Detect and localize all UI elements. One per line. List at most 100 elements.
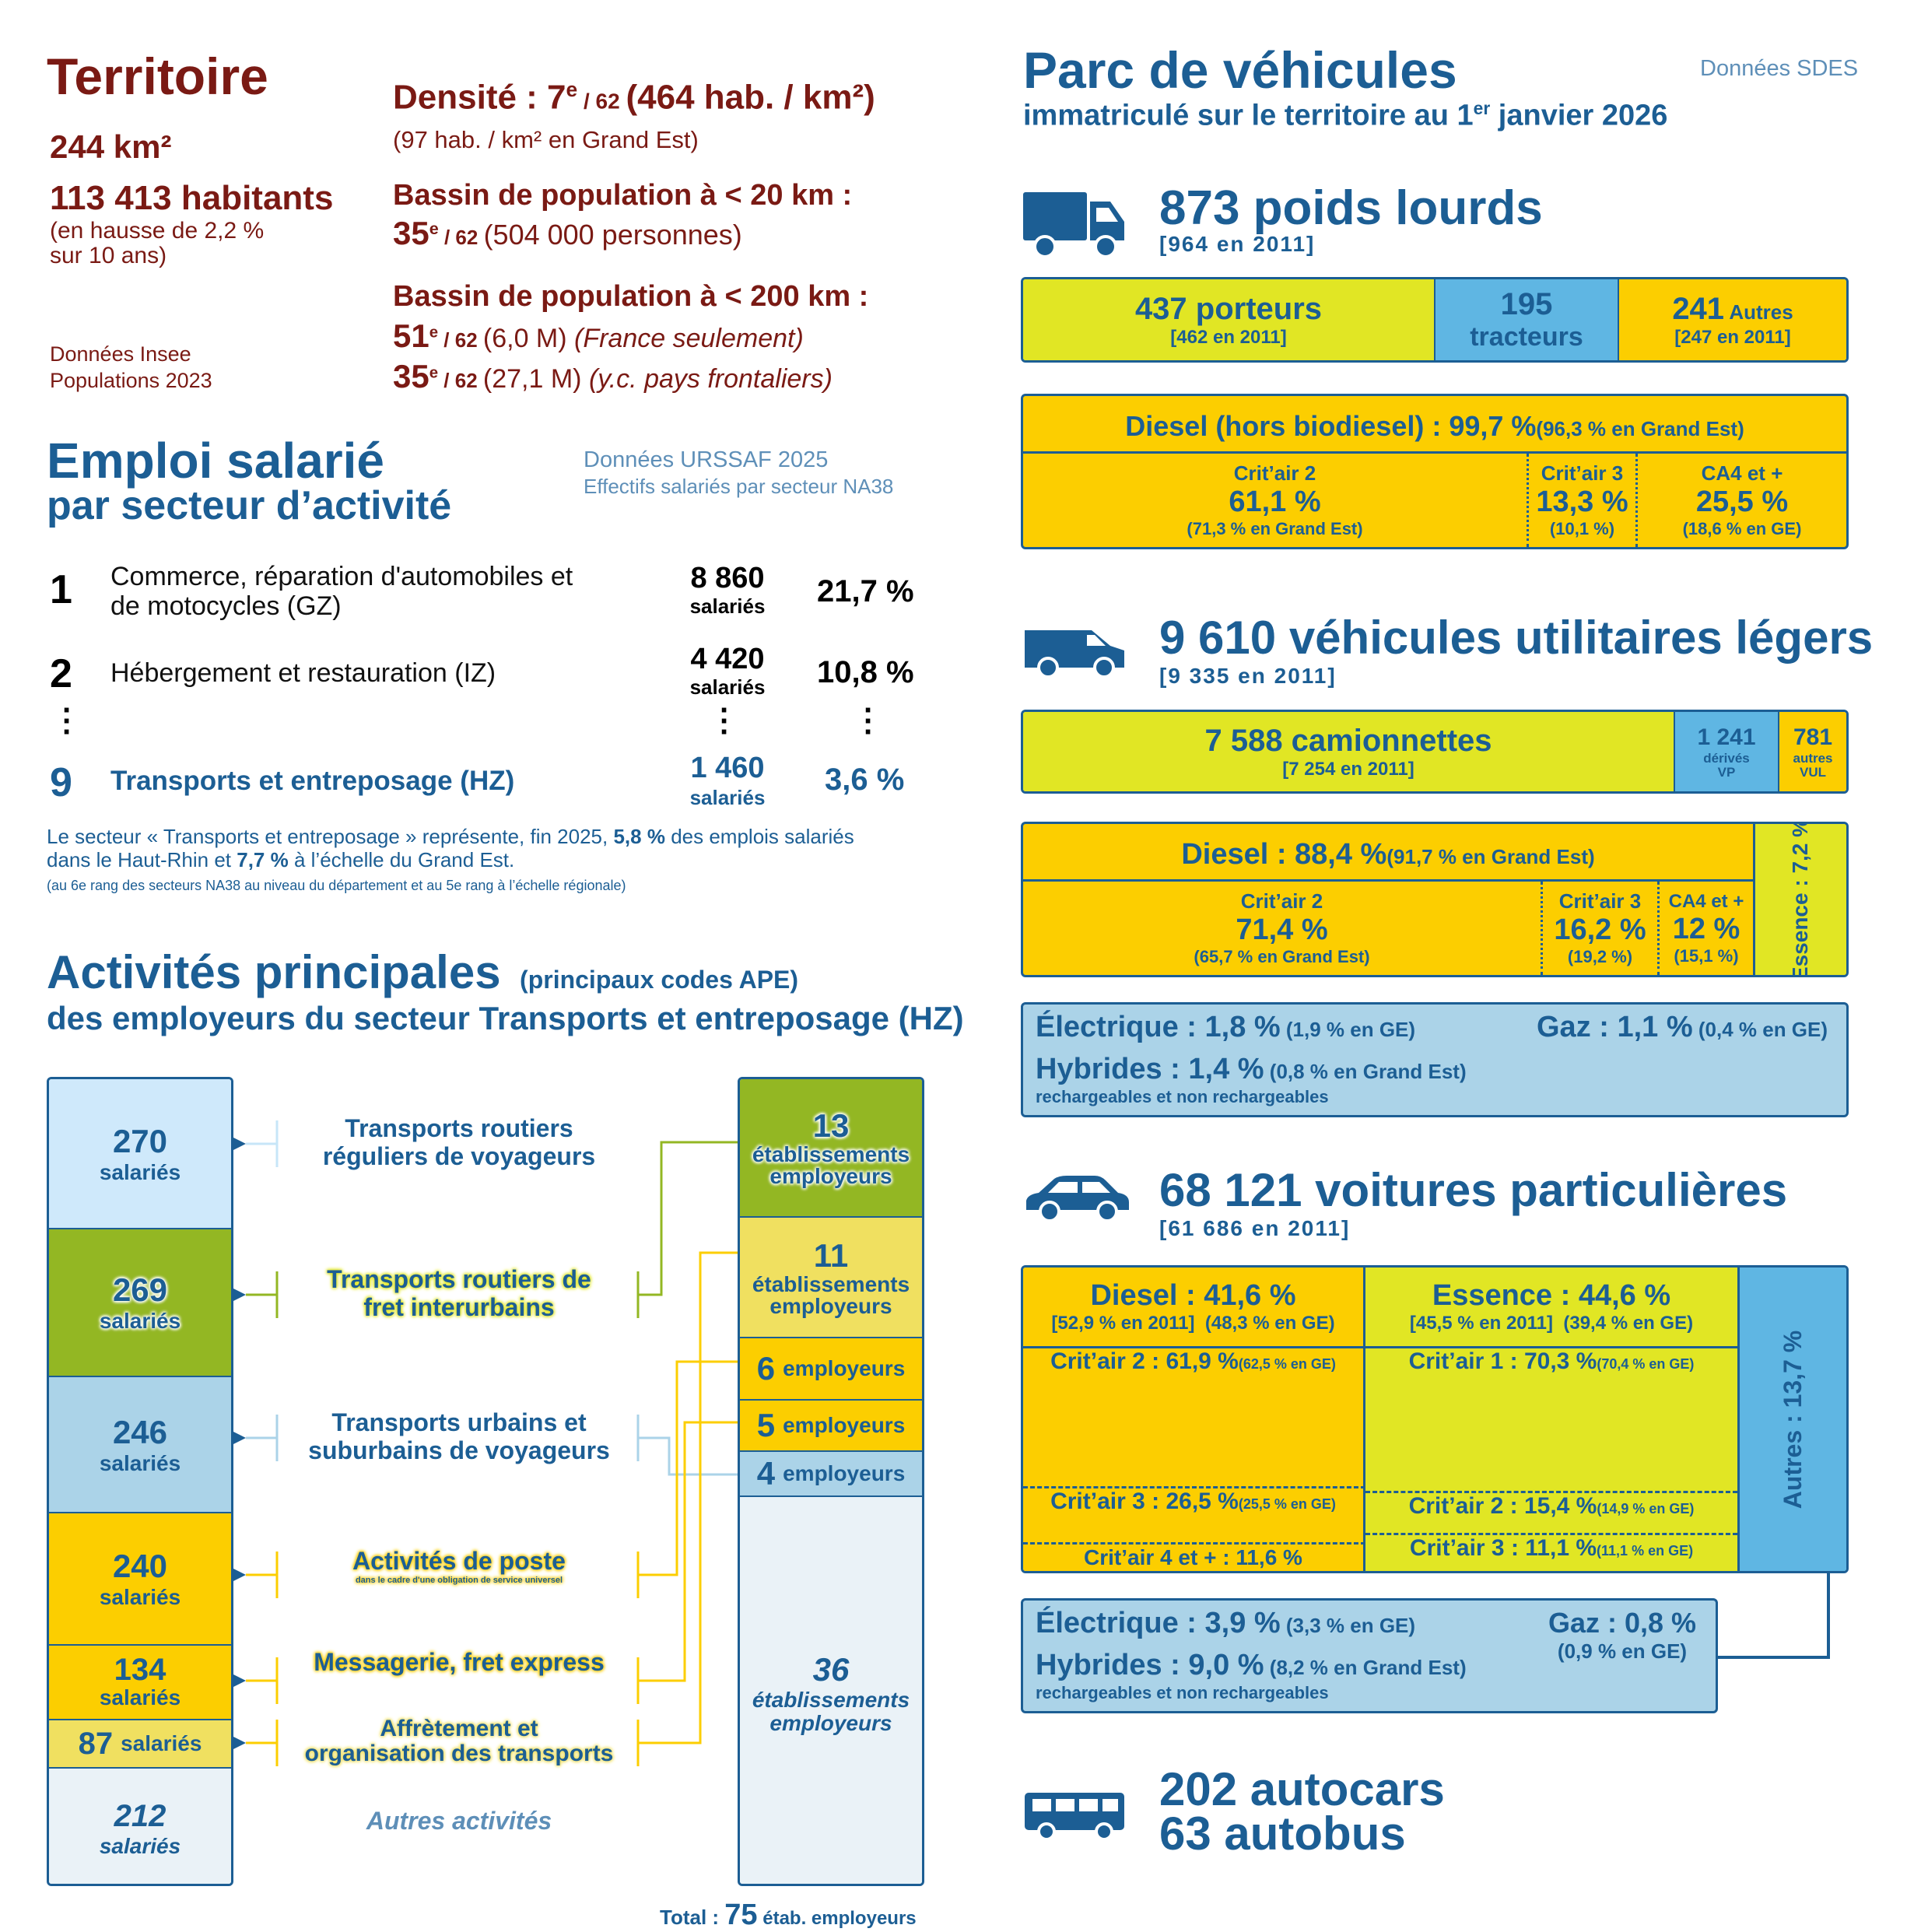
vul-elec-label: Électrique : 1,8 %: [1036, 1011, 1281, 1043]
vul-ref: [9 335 en 2011]: [1159, 664, 1337, 688]
vul-alt-box: Électrique : 1,8 % (1,9 % en GE) Gaz : 1…: [1021, 1002, 1849, 1117]
vul-c4-value: 12 %: [1672, 912, 1740, 945]
act-label-1-l1: Transports routiers: [345, 1114, 573, 1142]
vp-hyb-label: Hybrides : 9,0 %: [1036, 1649, 1264, 1681]
vul-c3-ge: (19,2 %): [1567, 947, 1633, 966]
source-insee-1: Données Insee: [50, 342, 191, 366]
sal-count-5: 134: [114, 1653, 167, 1687]
pl-title: 873 poids lourds: [1159, 181, 1543, 235]
act-label-6-l1: Affrètement et: [380, 1716, 538, 1741]
act-label-7: Autres activités: [366, 1807, 552, 1835]
vul-elec-ge: (1,9 % en GE): [1280, 1018, 1416, 1041]
rank-9: 9: [50, 760, 72, 805]
parc-subtitle: immatriculé sur le territoire au 1er jan…: [1023, 98, 1667, 133]
pl-c4-label: CA4 et +: [1701, 461, 1783, 485]
sal-cell-6: 87 salariés: [49, 1720, 231, 1769]
total-value: 75: [724, 1899, 758, 1931]
pl-c3-ge: (10,1 %): [1549, 519, 1615, 538]
etab-l1-1: établissements: [752, 1142, 910, 1166]
row2-unit: salariés: [689, 675, 766, 699]
vul-gaz: Gaz : 1,1 % (0,4 % en GE): [1537, 1011, 1828, 1044]
vp-essence: Essence : 44,6 % [45,5 % en 2011] (39,4 …: [1365, 1268, 1737, 1348]
densite-sup: e: [566, 78, 578, 101]
vp-d-c4: Crit’air 4 et + : 11,6 %: [1023, 1545, 1365, 1571]
act-label-6-l2: organisation des transports: [304, 1741, 614, 1766]
vul-energie-box: Diesel : 88,4 % (91,7 % en Grand Est) Cr…: [1021, 822, 1849, 977]
pl-c4-ge: (18,6 % en GE): [1682, 519, 1802, 538]
van-icon: [1025, 630, 1124, 678]
activites-title-1b: (principaux codes APE): [520, 966, 799, 994]
act-label-5: Messagerie, fret express: [280, 1648, 638, 1677]
vul-derives: 1 241 dérivés VP: [1675, 712, 1779, 791]
population: 113 413 habitants: [50, 179, 334, 217]
vul-autres: 781 autres VUL: [1779, 712, 1846, 791]
vul-c4-label: CA4 et +: [1668, 890, 1744, 912]
bassin20-label: Bassin de population à < 20 km :: [393, 179, 853, 212]
area: 244 km²: [50, 128, 172, 165]
bassin200-sup2: e: [429, 364, 439, 382]
vul-c2-label: Crit’air 2: [1240, 889, 1323, 913]
vp-d-c3-label: Crit’air 3 : 26,5 %: [1050, 1488, 1239, 1514]
row9-pct: 3,6 %: [825, 763, 905, 797]
vul-cam-ref: [7 254 en 2011]: [1282, 758, 1414, 780]
vp-e-c3-ge: (11,1 % en GE): [1597, 1543, 1694, 1559]
pl-autres-n: 241: [1672, 291, 1725, 326]
pl-c4-value: 25,5 %: [1695, 486, 1789, 518]
act-label-4-l1: Activités de poste: [352, 1547, 566, 1575]
etab-count-3: 6: [756, 1350, 776, 1387]
territoire-title: Territoire: [47, 47, 268, 105]
total-unit: étab. employeurs: [757, 1908, 917, 1929]
connector-lines: [233, 1120, 738, 1766]
parc-subtitle-a: immatriculé sur le territoire au 1: [1023, 99, 1474, 132]
parc-subtitle-sup: er: [1473, 98, 1491, 118]
sal-unit-7: salariés: [99, 1833, 181, 1858]
sal-unit-1: salariés: [99, 1159, 181, 1184]
sal-count-6: 87: [78, 1726, 114, 1761]
vul-hyb-ge: (0,8 % en Grand Est): [1264, 1060, 1467, 1083]
pl-c2-label: Crit’air 2: [1233, 461, 1316, 485]
vul-der-1: dérivés: [1703, 751, 1750, 766]
note-1c: des emplois salariés: [664, 825, 854, 848]
etab-count-4: 5: [756, 1407, 776, 1443]
ellipsis-count: · · ·: [720, 693, 731, 749]
parc-title: Parc de véhicules: [1023, 41, 1457, 99]
bassin200-of1: / 62: [438, 328, 483, 352]
vul-hyb: Hybrides : 1,4 % (0,8 % en Grand Est): [1036, 1053, 1467, 1086]
sal-cell-3: 246 salariés: [49, 1377, 231, 1513]
pl-porteurs-label: 437 porteurs: [1134, 291, 1323, 326]
vul-types-bar: 7 588 camionnettes [7 254 en 2011] 1 241…: [1021, 710, 1849, 794]
bassin200-note2: (y.c. pays frontaliers): [588, 364, 833, 394]
pl-ref: [964 en 2011]: [1159, 232, 1316, 256]
vp-gaz-label: Gaz : 0,8 %: [1548, 1607, 1697, 1639]
vp-autres: Autres : 13,7 %: [1737, 1268, 1846, 1571]
vp-e-c2-ge: (14,9 % en GE): [1597, 1501, 1695, 1516]
ellipsis-pct: · · ·: [864, 693, 875, 749]
bassin200-a: 51e / 62 (6,0 M) (France seulement): [393, 317, 804, 355]
activites-title-1: Activités principales: [47, 946, 501, 998]
vul-essence-label: Essence : 7,2 %: [1788, 822, 1813, 977]
vp-d-c3-ge: (25,5 % en GE): [1238, 1496, 1336, 1512]
emploi-note-2: dans le Haut-Rhin et 7,7 % à l’échelle d…: [47, 848, 514, 872]
population-note-1: (en hausse de 2,2 %: [50, 218, 265, 244]
bassin200-value1: (6,0 M): [482, 324, 575, 353]
note-2c: à l’échelle du Grand Est.: [288, 848, 515, 871]
rank-2: 2: [50, 651, 72, 696]
pl-tracteurs-n: 195: [1500, 287, 1553, 321]
population-note-2: sur 10 ans): [50, 243, 167, 268]
etab-l1-2: établissements: [752, 1271, 910, 1296]
vp-gaz: Gaz : 0,8 % (0,9 % en GE): [1537, 1607, 1708, 1664]
vul-gaz-label: Gaz : 1,1 %: [1537, 1011, 1693, 1043]
vp-hyb-note: rechargeables et non rechargeables: [1036, 1683, 1329, 1702]
etab-l1-6: établissements: [752, 1687, 910, 1712]
row2-label: Hébergement et restauration (IZ): [110, 658, 496, 688]
sal-unit-2: salariés: [99, 1309, 181, 1333]
pl-autres-text: Autres: [1724, 300, 1793, 324]
vul-diesel-ge: (91,7 % en Grand Est): [1386, 845, 1595, 868]
vul-critair3: Crit’air 3 16,2 % (19,2 %): [1543, 882, 1660, 975]
bassin20-rank: 35: [393, 215, 429, 251]
act-label-1: Transports routiers réguliers de voyageu…: [280, 1114, 638, 1170]
note-2b: 7,7 %: [237, 848, 289, 871]
total-label: Total :: [660, 1906, 725, 1929]
vul-c2-ge: (65,7 % en Grand Est): [1194, 947, 1370, 966]
act-label-2: Transports routiers de fret interurbains: [280, 1265, 638, 1321]
